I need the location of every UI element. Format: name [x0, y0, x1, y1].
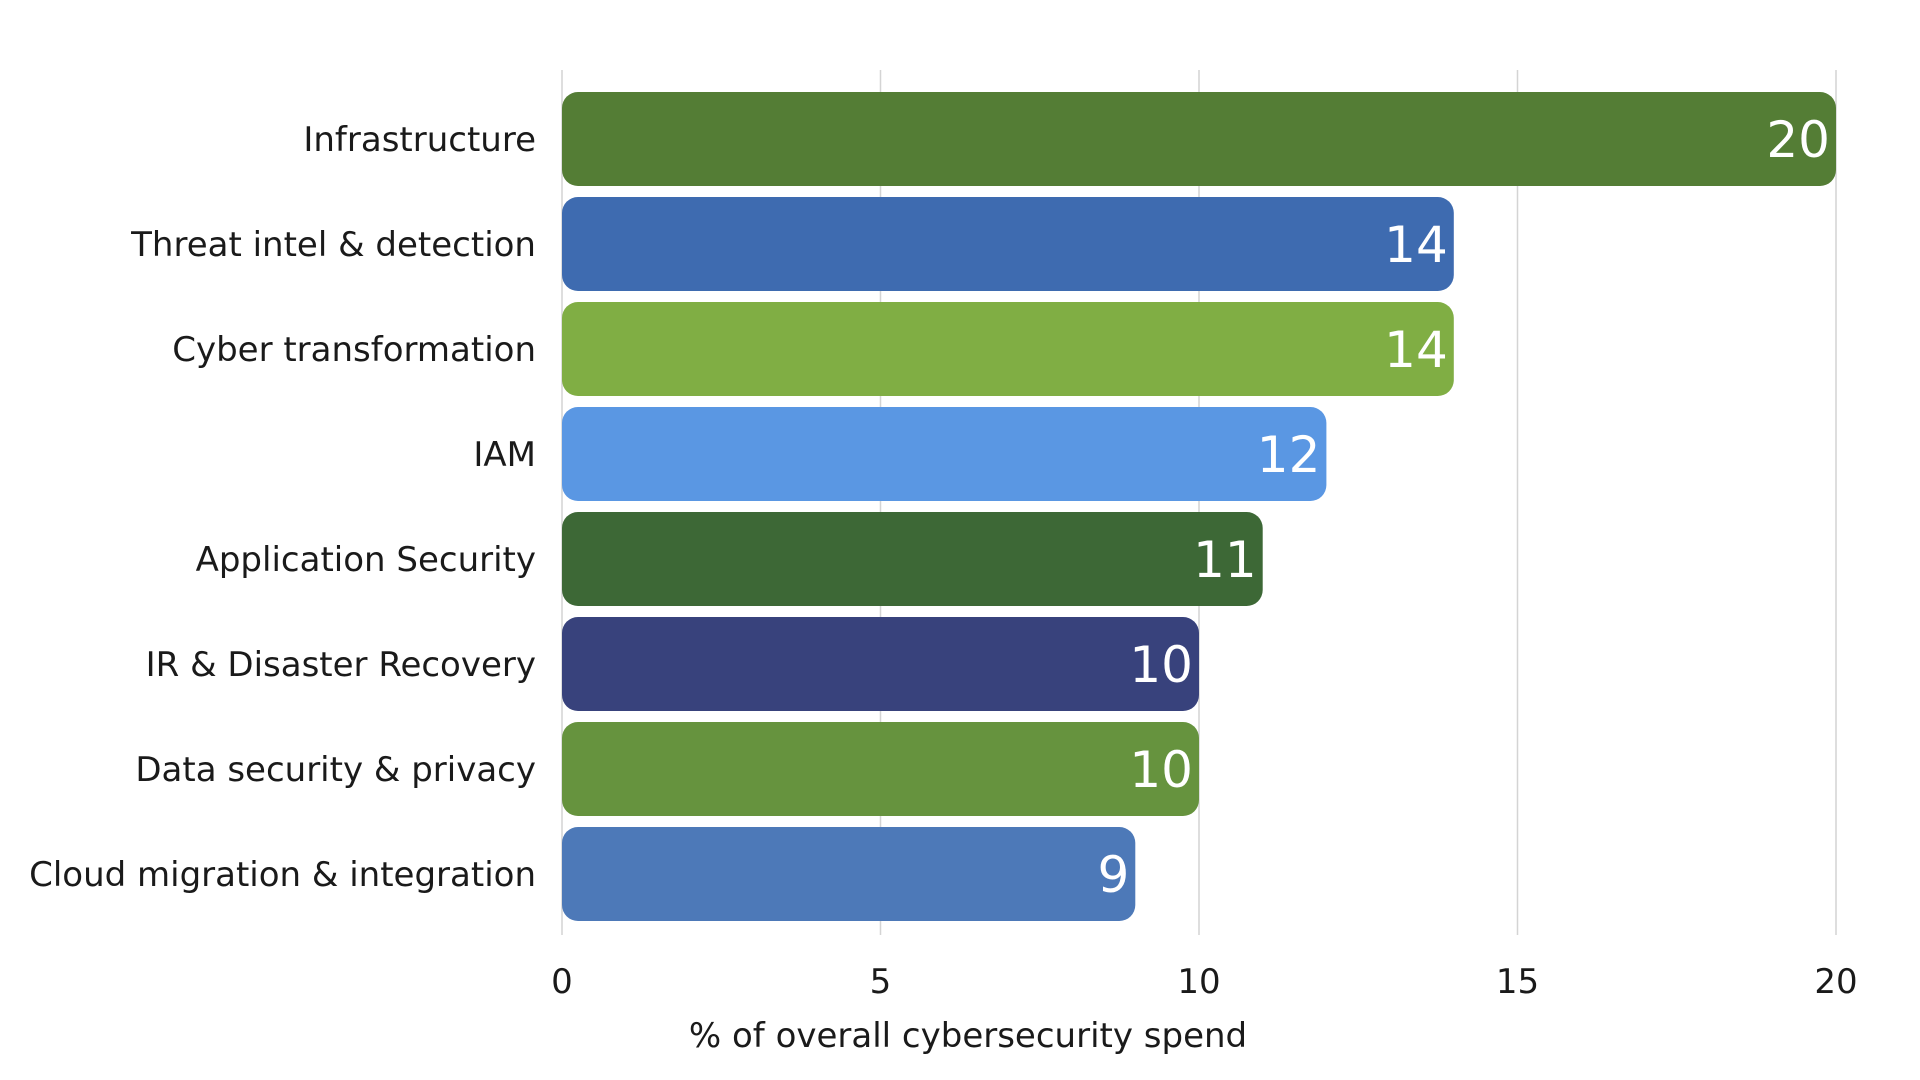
data-label: 14: [1384, 321, 1448, 379]
data-label: 11: [1193, 531, 1257, 589]
category-label: Application Security: [196, 540, 536, 580]
data-label: 10: [1129, 741, 1193, 799]
category-label: Cyber transformation: [172, 330, 536, 370]
bars: [562, 92, 1836, 921]
data-label: 10: [1129, 636, 1193, 694]
bar: [562, 722, 1199, 816]
x-tick-label: 20: [1814, 962, 1857, 1002]
category-label: Threat intel & detection: [130, 225, 536, 265]
bar: [562, 302, 1454, 396]
bar: [562, 407, 1327, 501]
data-label: 9: [1097, 846, 1129, 904]
category-label: Cloud migration & integration: [29, 855, 536, 895]
bar: [562, 827, 1136, 921]
x-tick-label: 15: [1496, 962, 1539, 1002]
data-label: 20: [1766, 111, 1830, 169]
bar: [562, 617, 1199, 711]
x-axis-title: % of overall cybersecurity spend: [689, 1016, 1247, 1056]
x-tick-label: 5: [870, 962, 892, 1002]
category-labels: Infrastructure Threat intel & detection Cy…: [29, 120, 536, 895]
data-label: 14: [1384, 216, 1448, 274]
category-label: Infrastructure: [303, 120, 536, 160]
bar: [562, 197, 1454, 291]
data-label: 12: [1257, 426, 1321, 484]
x-axis-ticks: 0 5 10 15 20: [551, 962, 1857, 1002]
bar: [562, 92, 1836, 186]
category-label: Data security & privacy: [135, 750, 536, 790]
x-tick-label: 0: [551, 962, 573, 1002]
category-label: IAM: [473, 435, 536, 475]
category-label: IR & Disaster Recovery: [146, 645, 536, 685]
x-tick-label: 10: [1177, 962, 1220, 1002]
bar: [562, 512, 1263, 606]
